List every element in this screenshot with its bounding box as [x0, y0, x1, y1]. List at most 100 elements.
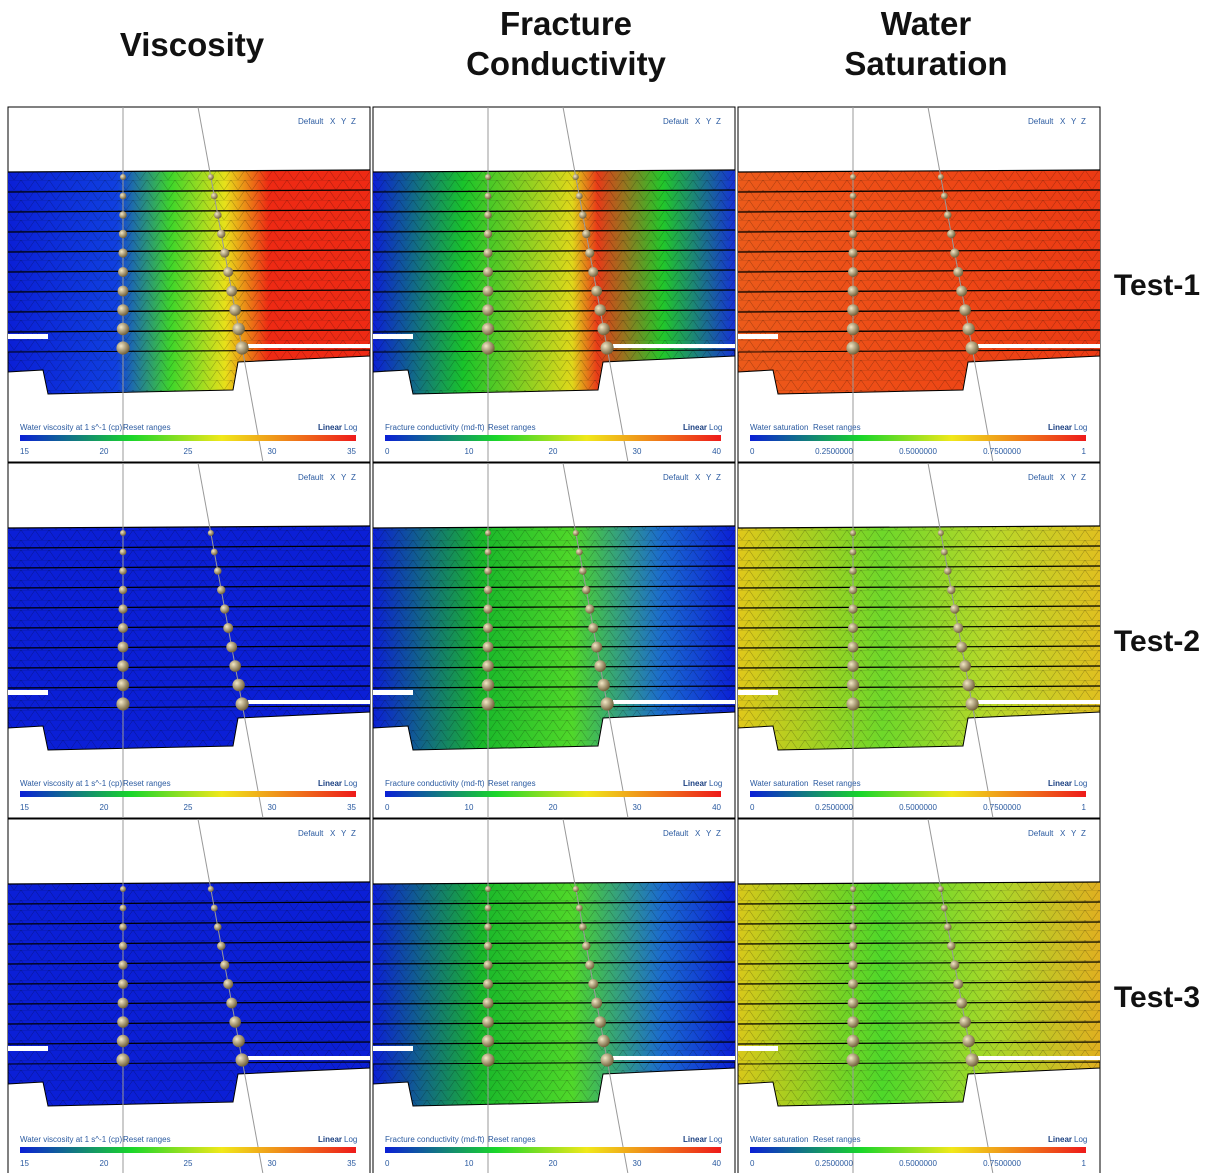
reset-ranges[interactable]: Reset ranges	[813, 779, 861, 788]
view-button[interactable]: Y	[341, 117, 347, 126]
scale-log[interactable]: Log	[1074, 1135, 1087, 1144]
view-button[interactable]: X	[330, 117, 336, 126]
fracture-mesh	[738, 170, 1100, 192]
view-button[interactable]: X	[330, 829, 336, 838]
colorbar-tick: 20	[549, 447, 558, 456]
scale-linear[interactable]: Linear	[318, 1135, 342, 1144]
panel: DefaultXYZWater saturationReset rangesLi…	[738, 107, 1100, 462]
view-button[interactable]: X	[695, 473, 701, 482]
colorbar-tick: 0.2500000	[815, 803, 853, 812]
perforation	[119, 923, 127, 931]
view-button[interactable]: Y	[1071, 473, 1077, 482]
view-button[interactable]: Default	[298, 473, 324, 482]
fracture-mesh	[8, 1042, 370, 1064]
reset-ranges[interactable]: Reset ranges	[123, 423, 171, 432]
view-button[interactable]: Z	[351, 829, 356, 838]
view-button[interactable]: Y	[341, 829, 347, 838]
view-button[interactable]: Z	[716, 117, 721, 126]
view-button[interactable]: Default	[298, 117, 324, 126]
view-button[interactable]: X	[1060, 117, 1066, 126]
scale-log[interactable]: Log	[709, 1135, 722, 1144]
scale-linear[interactable]: Linear	[318, 779, 342, 788]
view-button[interactable]: Default	[1028, 829, 1054, 838]
perforation	[229, 660, 241, 672]
view-button[interactable]: Y	[706, 829, 712, 838]
scale-log[interactable]: Log	[709, 423, 722, 432]
view-button[interactable]: Z	[716, 829, 721, 838]
reset-ranges[interactable]: Reset ranges	[488, 1135, 536, 1144]
perforation	[848, 248, 857, 257]
perforation	[848, 642, 859, 653]
view-button[interactable]: Default	[1028, 473, 1054, 482]
panel: DefaultXYZFracture conductivity (md-ft)R…	[373, 463, 735, 818]
colorbar-tick: 30	[268, 447, 277, 456]
reset-ranges[interactable]: Reset ranges	[488, 779, 536, 788]
scale-log[interactable]: Log	[344, 423, 357, 432]
view-button[interactable]: X	[1060, 473, 1066, 482]
view-button[interactable]: Z	[716, 473, 721, 482]
fracture-mesh	[8, 922, 370, 944]
view-button[interactable]: Y	[341, 473, 347, 482]
view-button[interactable]: Y	[1071, 117, 1077, 126]
scale-linear[interactable]: Linear	[1048, 779, 1072, 788]
reset-ranges[interactable]: Reset ranges	[813, 1135, 861, 1144]
view-button[interactable]: Y	[706, 117, 712, 126]
scale-linear[interactable]: Linear	[318, 423, 342, 432]
reset-ranges[interactable]: Reset ranges	[123, 1135, 171, 1144]
view-button[interactable]: Default	[663, 829, 689, 838]
perforation	[850, 905, 857, 912]
scale-log[interactable]: Log	[1074, 423, 1087, 432]
fracture-mesh	[8, 190, 370, 212]
view-button[interactable]: Z	[1081, 829, 1086, 838]
scale-linear[interactable]: Linear	[683, 423, 707, 432]
reset-ranges[interactable]: Reset ranges	[813, 423, 861, 432]
perforation	[482, 660, 494, 672]
fracture-mesh	[738, 546, 1100, 568]
colorbar-tick: 30	[633, 803, 642, 812]
reset-ranges[interactable]: Reset ranges	[123, 779, 171, 788]
view-button[interactable]: Default	[1028, 117, 1054, 126]
perforation	[226, 998, 237, 1009]
view-button[interactable]: Z	[351, 473, 356, 482]
scale-linear[interactable]: Linear	[683, 1135, 707, 1144]
fracture-mesh	[8, 526, 370, 548]
perforation	[483, 642, 494, 653]
scale-log[interactable]: Log	[344, 1135, 357, 1144]
fracture-mesh	[373, 546, 735, 568]
perforation	[485, 549, 492, 556]
view-button[interactable]: Z	[1081, 473, 1086, 482]
panel: DefaultXYZWater viscosity at 1 s^-1 (cp)…	[8, 107, 370, 462]
perforation	[484, 567, 492, 575]
colorbar-tick: 0.2500000	[815, 447, 853, 456]
column-title: Conductivity	[466, 45, 666, 82]
scale-linear[interactable]: Linear	[683, 779, 707, 788]
fracture-mesh	[738, 566, 1100, 588]
scale-log[interactable]: Log	[1074, 779, 1087, 788]
fracture-mesh	[373, 310, 735, 332]
view-button[interactable]: Default	[663, 117, 689, 126]
scale-log[interactable]: Log	[344, 779, 357, 788]
perforation	[941, 193, 948, 200]
perforation	[236, 1053, 249, 1066]
view-button[interactable]: Y	[706, 473, 712, 482]
view-button[interactable]: X	[695, 829, 701, 838]
view-button[interactable]: Default	[663, 473, 689, 482]
view-button[interactable]: Y	[1071, 829, 1077, 838]
perforation	[118, 623, 128, 633]
scale-linear[interactable]: Linear	[1048, 423, 1072, 432]
perforation	[849, 942, 857, 950]
scale-linear[interactable]: Linear	[1048, 1135, 1072, 1144]
scale-log[interactable]: Log	[709, 779, 722, 788]
perforation	[220, 248, 229, 257]
reset-ranges[interactable]: Reset ranges	[488, 423, 536, 432]
view-button[interactable]: Z	[351, 117, 356, 126]
view-button[interactable]: X	[695, 117, 701, 126]
fracture-mesh	[8, 1022, 370, 1044]
view-button[interactable]: Z	[1081, 117, 1086, 126]
view-button[interactable]: X	[330, 473, 336, 482]
view-button[interactable]: X	[1060, 829, 1066, 838]
view-button[interactable]: Default	[298, 829, 324, 838]
perforation	[847, 1035, 859, 1047]
colorbar-tick: 0.5000000	[899, 803, 937, 812]
perforation	[482, 323, 494, 335]
